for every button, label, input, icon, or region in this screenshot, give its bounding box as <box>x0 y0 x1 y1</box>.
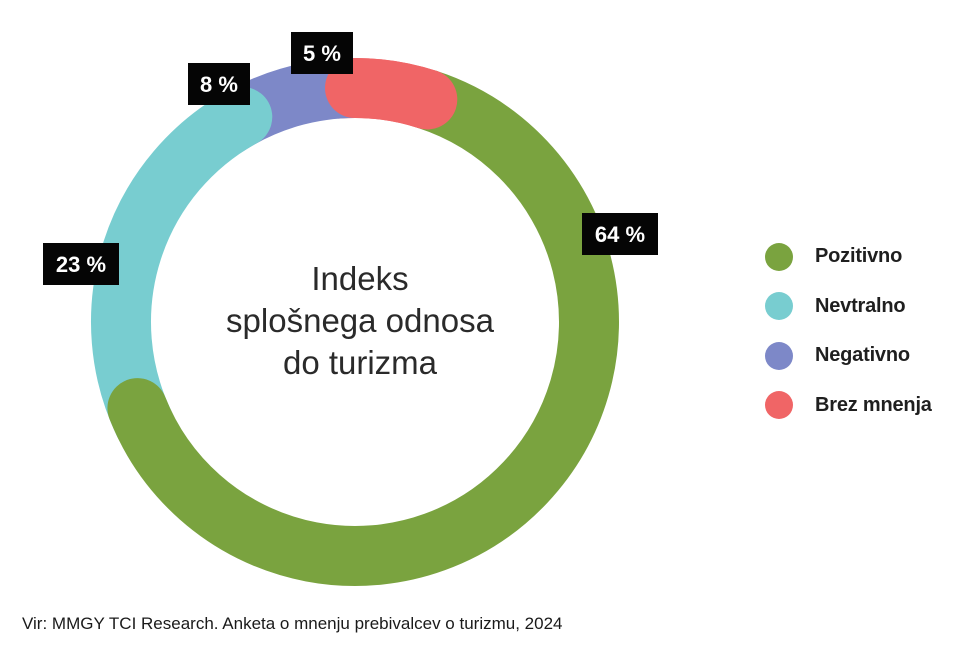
legend-item-pozitivno: Pozitivno <box>765 232 932 282</box>
legend-swatch-nevtralno <box>765 292 793 321</box>
legend: Pozitivno Nevtralno Negativno Brez mnenj… <box>765 232 932 430</box>
legend-item-negativno: Negativno <box>765 331 932 381</box>
data-label-text: 8 % <box>200 72 238 97</box>
data-label-box <box>188 63 250 105</box>
donut-segments <box>91 58 619 586</box>
data-label-nevtralno: 23 % <box>43 243 119 285</box>
legend-swatch-brez-mnenja <box>765 391 793 420</box>
source-note: Vir: MMGY TCI Research. Anketa o mnenju … <box>22 614 563 633</box>
data-label-text: 5 % <box>303 41 341 66</box>
donut-segment-nevtralno <box>91 86 273 454</box>
legend-item-brez-mnenja: Brez mnenja <box>765 381 932 431</box>
legend-label-nevtralno: Nevtralno <box>815 294 906 317</box>
data-label-negativno: 8 % <box>188 63 250 105</box>
donut-segment-cap-brez-mnenja <box>325 58 458 130</box>
chart-title: Indeks splošnega odnosa do turizma <box>205 258 515 384</box>
legend-swatch-negativno <box>765 341 793 370</box>
data-label-box <box>582 213 658 255</box>
chart-title-line-2: splošnega odnosa <box>226 302 494 339</box>
legend-item-nevtralno: Nevtralno <box>765 282 932 332</box>
legend-label-brez-mnenja: Brez mnenja <box>815 393 932 416</box>
data-label-box <box>43 243 119 285</box>
legend-label-negativno: Negativno <box>815 344 910 367</box>
donut-segment-pozitivno <box>107 69 619 586</box>
data-label-text: 64 % <box>595 222 645 247</box>
chart-title-line-3: do turizma <box>282 344 438 381</box>
data-label-box <box>291 32 353 74</box>
data-label-brez-mnenja: 5 % <box>291 32 353 74</box>
chart-title-line-1: Indeks <box>311 260 409 297</box>
legend-label-pozitivno: Pozitivno <box>815 245 903 268</box>
data-label-pozitivno: 64 % <box>582 213 658 255</box>
data-label-text: 23 % <box>56 252 106 277</box>
legend-swatch-pozitivno <box>765 242 793 271</box>
